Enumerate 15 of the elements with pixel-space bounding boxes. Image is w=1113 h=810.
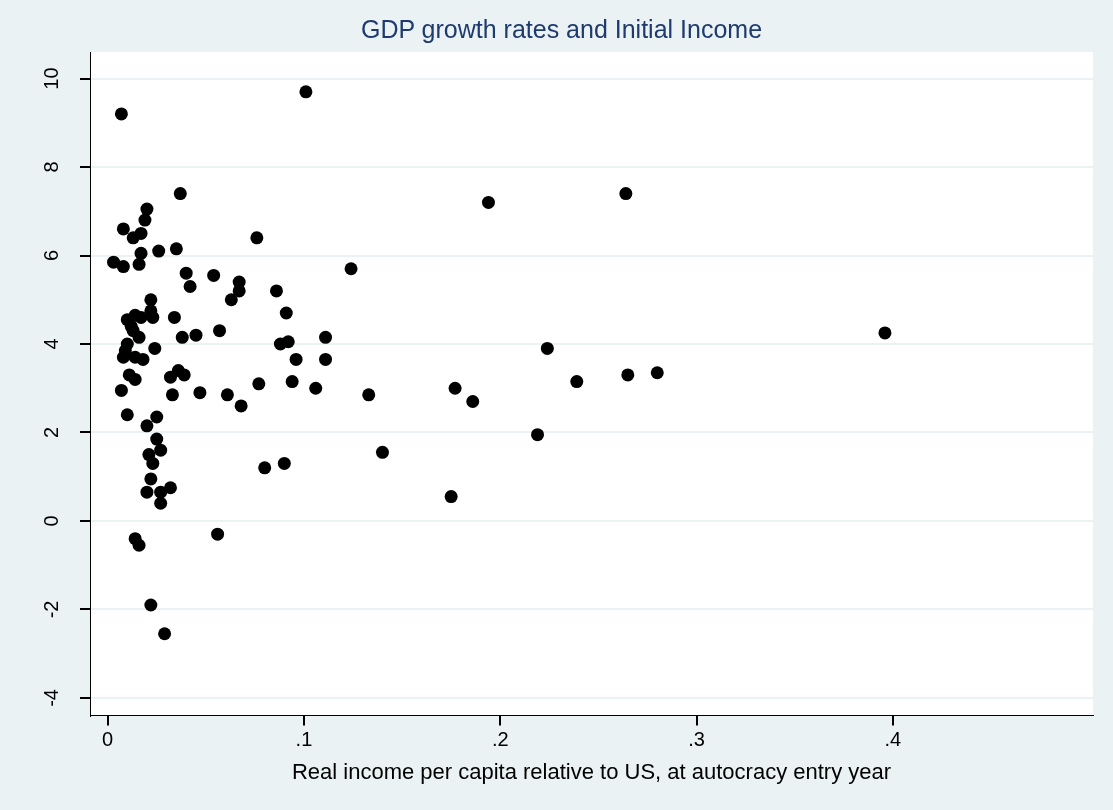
x-axis-title: Real income per capita relative to US, at autocracy entry year [291, 758, 892, 784]
x-tick-label: .2 [491, 728, 509, 751]
x-tick-label: .3 [688, 728, 705, 751]
y-tick-label: 0 [39, 515, 62, 527]
chart-title: GDP growth rates and Initial Income [360, 14, 763, 43]
y-tick-label: 10 [39, 67, 62, 90]
y-tick-label: 2 [39, 426, 62, 439]
y-tick-label: 4 [39, 338, 62, 350]
x-tick-label: 0 [102, 728, 114, 751]
y-tick-label: 8 [39, 161, 62, 173]
y-tick-label: -4 [39, 689, 62, 707]
y-tick-label: 6 [39, 249, 62, 262]
x-tick-label: .4 [884, 728, 902, 751]
x-tick-label: .1 [295, 728, 313, 751]
y-tick-label: -2 [39, 600, 62, 619]
